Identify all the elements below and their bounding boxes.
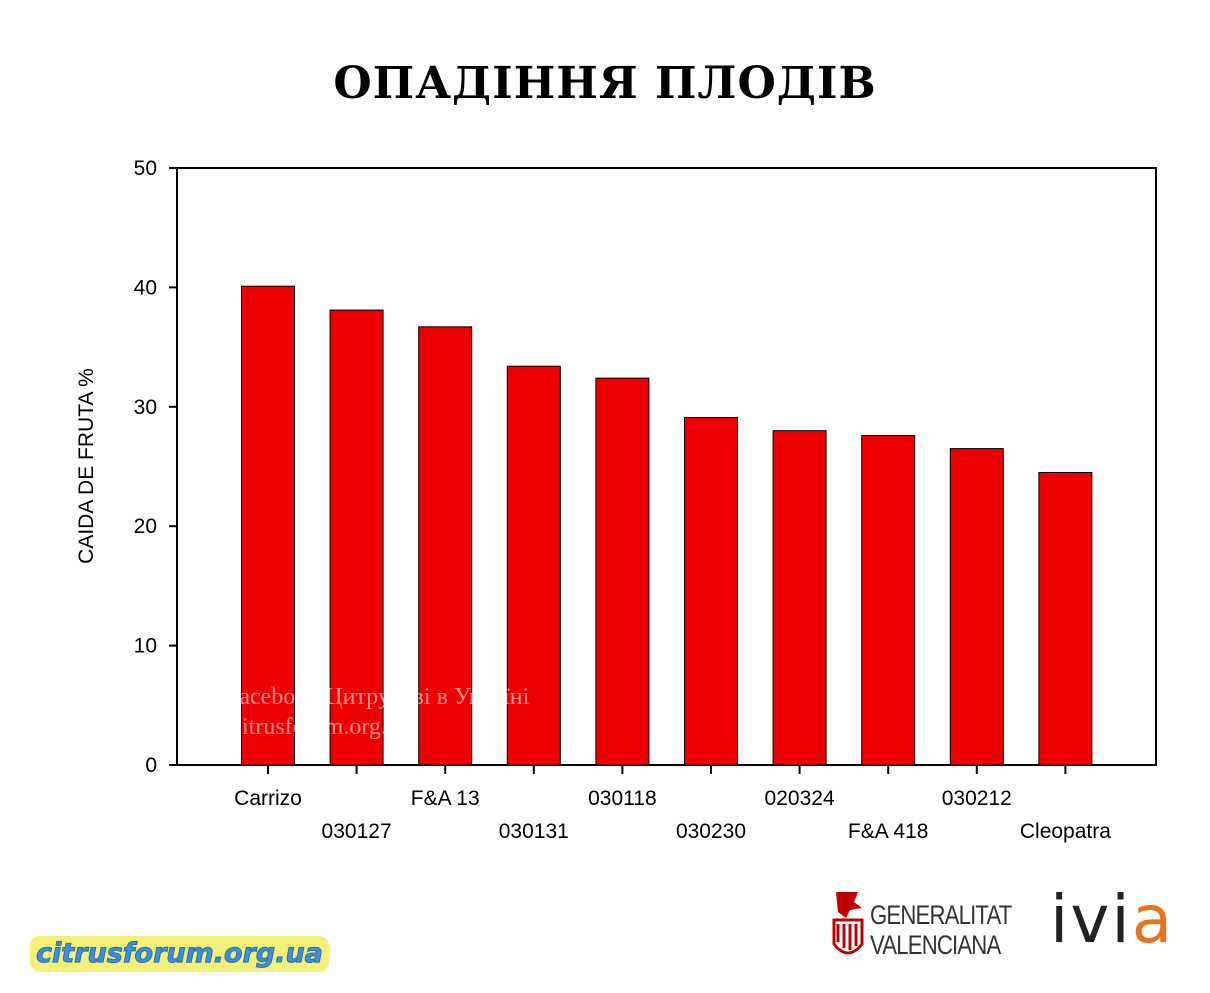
bar-6 [772, 430, 827, 766]
bar-2 [418, 326, 473, 766]
gv-line-1: GENERALITAT [870, 900, 1012, 930]
y-tick-label: 50 [134, 157, 157, 180]
x-tick-label: 030230 [676, 820, 746, 843]
gv-line-2: VALENCIANA [870, 930, 1001, 960]
ivia-logo-accent: a [1131, 881, 1175, 958]
x-tick-label: 020324 [765, 787, 835, 810]
plot-frame [176, 167, 1157, 766]
x-tick-label: Carrizo [234, 787, 302, 810]
y-tick-label: 40 [134, 276, 157, 299]
x-tick-label: Cleopatra [1020, 820, 1111, 843]
ivia-logo: ivia [1050, 880, 1174, 960]
y-tick-label: 0 [145, 754, 157, 777]
x-tick-label: F&A 418 [848, 820, 929, 843]
bar-5 [684, 417, 738, 766]
x-tick-label: 030131 [499, 820, 569, 843]
y-tick-label: 10 [134, 635, 157, 658]
y-tick-label: 30 [134, 396, 157, 419]
bar-4 [595, 377, 650, 766]
bar-9 [1038, 471, 1093, 766]
x-tick-label: 030118 [588, 787, 657, 810]
generalitat-logo-text: GENERALITAT VALENCIANA [870, 900, 1012, 960]
y-axis: 0 10 20 30 40 50 [134, 157, 177, 777]
x-axis: Carrizo 030127 F&A 13 030131 030118 030230 020… [234, 765, 1111, 843]
bars [241, 285, 1093, 766]
bar-0 [241, 285, 295, 766]
bar-8 [949, 448, 1004, 766]
y-tick-label: 20 [134, 515, 157, 538]
bar-3 [506, 365, 561, 766]
site-badge: citrusforum.org.ua [30, 936, 329, 972]
bar-1 [329, 309, 384, 766]
x-tick-label: 030127 [322, 820, 392, 843]
x-tick-label: F&A 13 [411, 787, 480, 810]
x-tick-label: 030212 [942, 787, 1012, 810]
watermark: Facebook Цитрусові в Україні Citrusforum… [226, 682, 529, 742]
bar-chart: 0 10 20 30 40 50 Carrizo 030127 F&A 13 030131 030… [75, 157, 1157, 843]
bar-7 [861, 434, 916, 766]
watermark-line-1: Facebook Цитрусові в Україні [226, 684, 530, 710]
watermark-line-2: Citrusforum.org.ua [226, 714, 410, 740]
y-axis-label: CAIDA DE FRUTA % [75, 368, 98, 564]
page-title: ОПАДІННЯ ПЛОДІВ [333, 58, 877, 109]
ivia-logo-main: ivi [1050, 881, 1132, 958]
generalitat-crest-icon [832, 892, 864, 955]
